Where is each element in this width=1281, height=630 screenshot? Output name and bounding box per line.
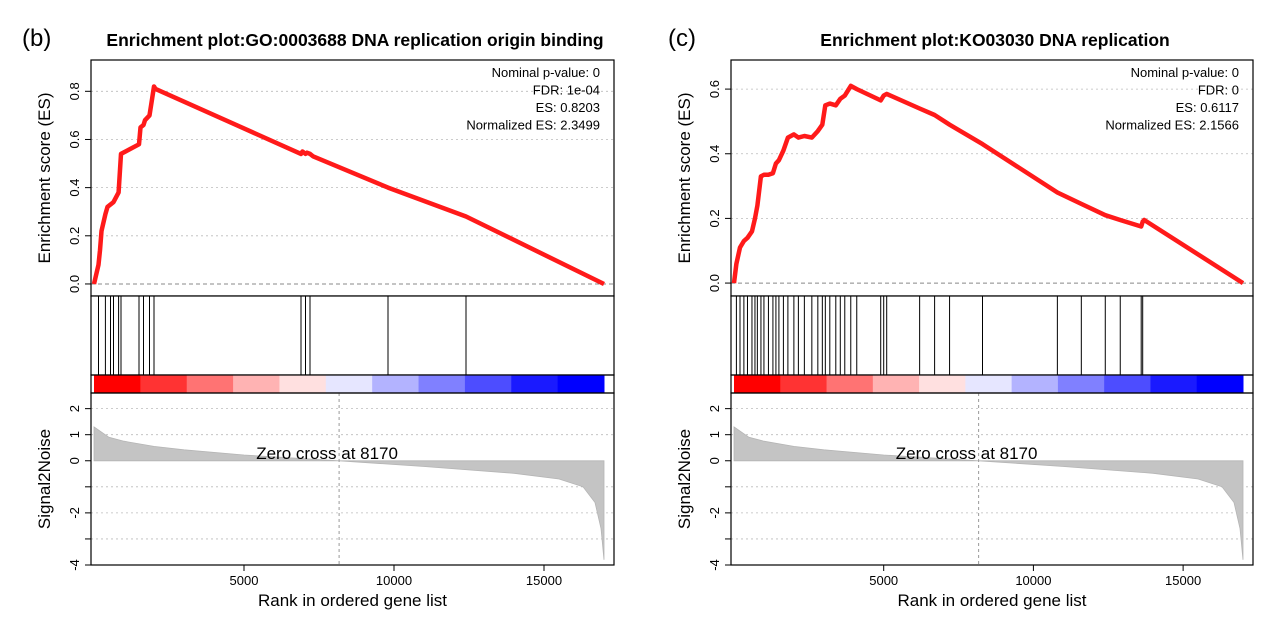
xtick-label: 10000	[376, 573, 412, 588]
es-plot-frame	[730, 59, 1254, 297]
signal-area	[733, 426, 1244, 560]
es-ytick-label: 0.8	[67, 82, 82, 100]
heat-segment	[872, 375, 920, 393]
es-ytick-label: 0.0	[67, 275, 82, 293]
xtick-label: 5000	[869, 573, 898, 588]
signal-ytick-label: 1	[707, 431, 722, 438]
heat-segment	[1104, 375, 1151, 393]
heat-segment	[279, 375, 327, 393]
signal-ytick-label: -4	[67, 559, 82, 571]
heat-segment	[780, 375, 828, 393]
stat-text: Normalized ES: 2.1566	[1105, 118, 1239, 133]
heat-segment	[965, 375, 1013, 393]
signal-ylabel: Signal2Noise	[675, 429, 694, 529]
signal-area	[93, 426, 605, 560]
heat-segment	[372, 375, 420, 393]
chart-title: Enrichment plot:KO03030 DNA replication	[820, 30, 1169, 50]
signal-ytick-label: 0	[707, 457, 722, 464]
signal-ytick-label: 0	[67, 457, 82, 464]
xtick-label: 10000	[1015, 573, 1051, 588]
signal-ylabel: Signal2Noise	[35, 429, 54, 529]
es-ylabel: Enrichment score (ES)	[35, 93, 54, 264]
heat-segment	[1011, 375, 1059, 393]
heat-segment	[511, 375, 559, 393]
panel-label: (b)	[22, 25, 51, 52]
signal-ytick-label: -2	[707, 507, 722, 519]
signal-ytick-label: 2	[707, 405, 722, 412]
xtick-label: 15000	[1165, 573, 1201, 588]
hit-strip-frame	[730, 295, 1254, 376]
heat-segment	[140, 375, 188, 393]
signal-ytick-label: 2	[67, 405, 82, 412]
hit-strip-frame	[90, 295, 615, 376]
stat-text: Nominal p-value: 0	[492, 65, 600, 80]
heat-segment	[94, 375, 141, 393]
es-line	[731, 83, 1245, 285]
stat-text: Nominal p-value: 0	[1131, 65, 1239, 80]
x-axis-label: Rank in ordered gene list	[258, 591, 447, 610]
panel-b: (b) Enrichment plot:GO:0003688 DNA replic…	[22, 25, 615, 610]
heat-segment	[186, 375, 234, 393]
es-ytick-label: 0.0	[707, 274, 722, 292]
stat-text: ES: 0.6117	[1176, 100, 1239, 115]
panel-c: (c) Enrichment plot:KO03030 DNA replicati…	[668, 25, 1254, 610]
stat-text: FDR: 0	[1198, 83, 1239, 98]
signal-ytick-label: -2	[67, 507, 82, 519]
xtick-label: 15000	[526, 573, 562, 588]
heat-segment	[919, 375, 966, 393]
stat-text: ES: 0.8203	[536, 100, 600, 115]
xtick-label: 5000	[230, 573, 259, 588]
signal-ytick-label: -4	[707, 559, 722, 571]
es-ytick-label: 0.6	[707, 80, 722, 98]
zero-cross-label: Zero cross at 8170	[896, 444, 1038, 463]
heat-segment	[1196, 375, 1244, 393]
zero-cross-label: Zero cross at 8170	[256, 444, 398, 463]
es-ytick-label: 0.6	[67, 130, 82, 148]
es-ytick-label: 0.4	[707, 145, 722, 163]
es-ylabel: Enrichment score (ES)	[675, 93, 694, 264]
es-ytick-label: 0.2	[707, 209, 722, 227]
x-axis-label: Rank in ordered gene list	[897, 591, 1086, 610]
stat-text: Normalized ES: 2.3499	[466, 118, 600, 133]
heat-segment	[418, 375, 466, 393]
signal-ytick-label: 1	[67, 431, 82, 438]
heat-segment	[1150, 375, 1198, 393]
heat-segment	[464, 375, 512, 393]
heat-segment	[233, 375, 280, 393]
heat-segment	[826, 375, 874, 393]
signal-plot-frame	[90, 392, 615, 566]
heat-segment	[325, 375, 373, 393]
stat-text: FDR: 1e-04	[533, 83, 600, 98]
es-line	[91, 84, 605, 287]
es-ytick-label: 0.4	[67, 179, 82, 197]
chart-title: Enrichment plot:GO:0003688 DNA replicati…	[106, 30, 603, 50]
panel-label: (c)	[668, 25, 696, 52]
heat-segment	[1057, 375, 1105, 393]
heat-segment	[557, 375, 605, 393]
es-ytick-label: 0.2	[67, 227, 82, 245]
heat-segment	[734, 375, 781, 393]
signal-plot-frame	[730, 392, 1254, 566]
